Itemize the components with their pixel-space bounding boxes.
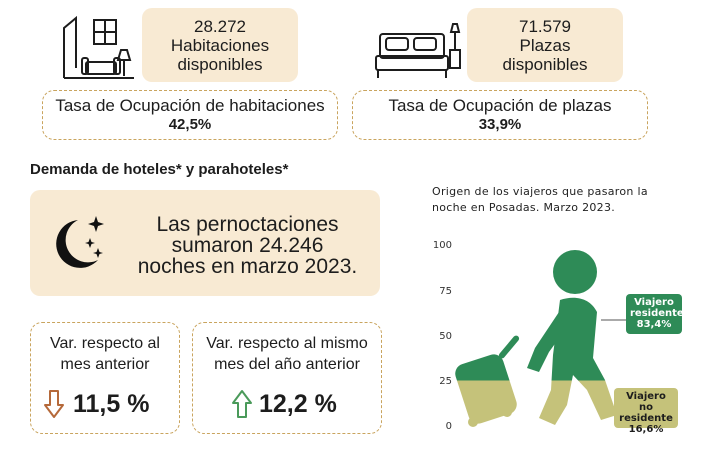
overnight-stays-line2: sumaron 24.246 xyxy=(171,234,324,257)
variation-year-label-line2: mes del año anterior xyxy=(214,356,360,373)
places-label-line2: disponibles xyxy=(502,54,588,74)
rooms-stat-box: 28.272 Habitaciones disponibles xyxy=(142,8,298,82)
rooms-label-line1: Habitaciones xyxy=(170,35,270,55)
variation-month-value: 11,5 % xyxy=(73,390,150,418)
chart-title-line2: noche en Posadas. Marzo 2023. xyxy=(432,201,616,214)
place-occupancy-value: 33,9% xyxy=(478,116,522,133)
room-occupancy-label: Tasa de Ocupación de habitaciones xyxy=(55,96,325,115)
legend-nonresident-line1: Viajero no xyxy=(626,391,666,413)
legend-resident-line1: Viajero xyxy=(634,297,674,308)
places-count: 71.579 xyxy=(519,16,571,36)
y-tick-25: 25 xyxy=(439,376,452,387)
arrow-up-icon xyxy=(231,389,253,419)
variation-year-label-line1: Var. respecto al mismo xyxy=(206,335,368,352)
rooms-label-line2: disponibles xyxy=(177,54,263,74)
places-label-line1: Plazas xyxy=(519,35,571,55)
legend-resident: Viajero residente 83,4% xyxy=(626,294,684,334)
legend-resident-line2: residente xyxy=(630,308,684,319)
places-stat-box: 71.579 Plazas disponibles xyxy=(467,8,623,82)
chart-title: Origen de los viajeros que pasaron la no… xyxy=(432,184,704,216)
bed-icon xyxy=(372,16,462,82)
overnight-stays-line3: noches en marzo 2023. xyxy=(137,255,358,278)
overnight-stays-line1: Las pernoctaciones xyxy=(156,213,339,236)
moon-stars-icon xyxy=(48,210,108,274)
overnight-stays-box: Las pernoctaciones sumaron 24.246 noches… xyxy=(30,190,380,296)
variation-month-label-line2: mes anterior xyxy=(60,356,150,373)
variation-month-label-line1: Var. respecto al xyxy=(50,335,160,352)
place-occupancy-box: Tasa de Ocupación de plazas 33,9% xyxy=(352,90,648,140)
y-tick-100: 100 xyxy=(432,240,452,251)
demand-section-title: Demanda de hoteles* y parahoteles* xyxy=(30,161,289,178)
y-tick-50: 50 xyxy=(439,331,452,342)
rooms-count: 28.272 xyxy=(194,16,246,36)
arrow-down-icon xyxy=(43,389,65,419)
variation-year-box: Var. respecto al mismo mes del año anter… xyxy=(192,322,382,434)
variation-month-box: Var. respecto al mes anterior 11,5 % xyxy=(30,322,180,434)
y-tick-0: 0 xyxy=(445,421,452,432)
y-tick-75: 75 xyxy=(439,286,452,297)
chart-title-line1: Origen de los viajeros que pasaron la xyxy=(432,185,648,198)
legend-nonresident-value: 16,6% xyxy=(628,424,664,435)
place-occupancy-label: Tasa de Ocupación de plazas xyxy=(388,96,612,115)
room-occupancy-value: 42,5% xyxy=(168,116,212,133)
legend-nonresident: Viajero no residente 16,6% xyxy=(614,388,678,435)
room-occupancy-box: Tasa de Ocupación de habitaciones 42,5% xyxy=(42,90,338,140)
living-room-icon xyxy=(58,10,136,82)
variation-year-value: 12,2 % xyxy=(259,390,337,418)
legend-nonresident-line2: residente xyxy=(619,413,673,424)
legend-resident-value: 83,4% xyxy=(636,319,672,330)
